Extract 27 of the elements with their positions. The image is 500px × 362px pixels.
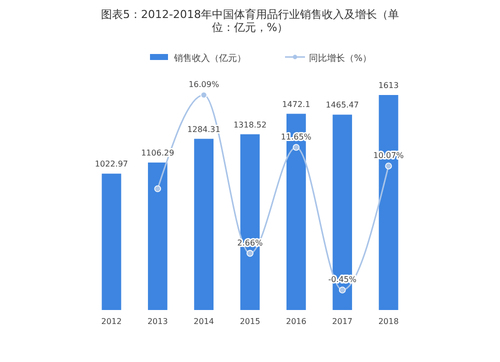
point: [154, 185, 162, 192]
point: [246, 250, 254, 257]
data-label: 1106.29: [141, 148, 174, 158]
data-label: 1465.47: [326, 100, 359, 110]
data-label: 1022.97: [94, 160, 128, 169]
data-label: 16.09%: [188, 80, 220, 89]
data-label: 1318.52: [233, 120, 267, 130]
point: [200, 92, 208, 98]
data-label: 1284.31: [187, 124, 220, 134]
x-tick-label: 2014: [194, 317, 214, 326]
legend-label: 销售收入（亿元）: [173, 53, 246, 64]
data-label: 1472.1: [282, 100, 310, 109]
point: [292, 144, 300, 151]
bar: [148, 162, 168, 310]
bar: [102, 174, 122, 310]
chart-title: 图表5：2012-2018年中国体育用品行业销售收入及增长（单位：亿元，%）: [101, 8, 399, 34]
x-tick-label: 2016: [286, 317, 306, 326]
point: [385, 162, 392, 170]
legend-label: 同比增长（%）: [309, 53, 372, 64]
point: [338, 286, 346, 294]
bar: [194, 138, 214, 310]
data-label: 1613: [378, 81, 399, 90]
x-tick-label: 2013: [147, 317, 168, 326]
x-tick-label: 2012: [101, 317, 122, 326]
x-tick-label: 2015: [240, 317, 260, 326]
x-tick-label: 2018: [378, 317, 399, 326]
x-tick-label: 2017: [332, 317, 353, 326]
